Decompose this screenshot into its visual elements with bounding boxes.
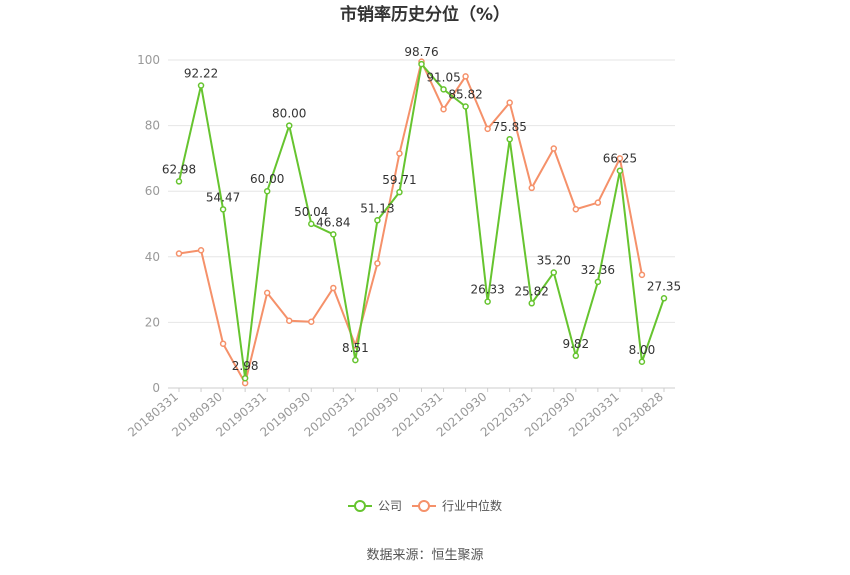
data-label: 46.84 <box>316 215 350 229</box>
company-point[interactable] <box>285 122 293 129</box>
industry-point[interactable] <box>374 260 381 267</box>
industry-point[interactable] <box>197 246 205 254</box>
industry-point[interactable] <box>638 271 646 279</box>
data-label: 9.82 <box>562 337 589 351</box>
company-point[interactable] <box>418 60 425 68</box>
legend-label-industry: 行业中位数 <box>442 498 502 513</box>
company-point[interactable] <box>330 231 337 238</box>
company-point[interactable] <box>263 187 271 195</box>
industry-point[interactable] <box>616 155 624 162</box>
company-point[interactable] <box>550 269 558 276</box>
legend-label-company: 公司 <box>378 499 402 513</box>
company-point[interactable] <box>352 356 359 364</box>
data-label: 25.82 <box>515 284 549 298</box>
company-point[interactable] <box>660 295 668 302</box>
legend-item-industry[interactable]: 行业中位数 <box>412 498 502 513</box>
y-tick-label: 0 <box>152 381 160 395</box>
industry-point[interactable] <box>308 318 315 325</box>
legend-item-company[interactable]: 公司 <box>348 499 402 513</box>
company-point[interactable] <box>374 217 381 224</box>
industry-point[interactable] <box>572 205 580 213</box>
data-label: 51.13 <box>360 201 394 215</box>
y-tick-label: 40 <box>145 250 160 264</box>
data-label: 60.00 <box>250 172 284 186</box>
industry-point[interactable] <box>462 73 469 80</box>
chart-title: 市销率历史分位（%） <box>340 4 510 25</box>
data-label: 8.00 <box>629 343 656 357</box>
data-label: 59.71 <box>382 173 416 187</box>
industry-line <box>178 58 643 386</box>
company-point[interactable] <box>440 86 447 93</box>
company-point[interactable] <box>528 300 535 307</box>
data-label: 92.22 <box>184 67 218 81</box>
industry-point[interactable] <box>263 289 271 297</box>
company-point[interactable] <box>241 374 249 382</box>
data-label: 75.85 <box>493 120 527 134</box>
data-label: 91.05 <box>426 70 460 84</box>
data-label: 85.82 <box>448 88 482 102</box>
industry-point[interactable] <box>175 250 183 257</box>
series <box>175 58 668 387</box>
industry-point[interactable] <box>550 145 558 152</box>
company-point[interactable] <box>594 278 602 286</box>
y-tick-label: 20 <box>145 315 160 329</box>
company-point[interactable] <box>396 188 403 196</box>
grid <box>168 59 675 389</box>
data-label: 50.04 <box>294 205 328 219</box>
industry-point[interactable] <box>440 105 447 113</box>
industry-point[interactable] <box>484 125 491 133</box>
data-label: 35.20 <box>537 254 571 268</box>
company-point[interactable] <box>308 220 315 228</box>
company-point[interactable] <box>219 206 227 213</box>
legend[interactable]: 公司 行业中位数 <box>348 498 502 513</box>
industry-point[interactable] <box>219 340 227 347</box>
data-label: 26.33 <box>470 283 504 297</box>
data-label: 62.98 <box>162 162 196 176</box>
industry-point[interactable] <box>594 199 602 206</box>
company-point[interactable] <box>462 103 469 110</box>
company-point[interactable] <box>197 82 205 89</box>
company-point[interactable] <box>484 298 491 305</box>
industry-point[interactable] <box>396 150 403 157</box>
company-point[interactable] <box>175 178 183 185</box>
data-label: 32.36 <box>581 263 615 277</box>
data-label: 80.00 <box>272 107 306 121</box>
industry-point[interactable] <box>285 317 293 325</box>
company-point[interactable] <box>638 358 646 366</box>
data-label: 98.76 <box>404 45 438 59</box>
y-tick-label: 60 <box>145 184 160 198</box>
data-label: 8.51 <box>342 341 369 355</box>
company-line <box>178 61 665 379</box>
source-note: 数据来源：恒生聚源 <box>366 548 483 563</box>
y-tick-label: 80 <box>145 119 160 133</box>
data-label: 54.47 <box>206 190 240 204</box>
industry-point[interactable] <box>506 99 513 106</box>
company-point[interactable] <box>506 135 513 143</box>
industry-point[interactable] <box>330 284 337 292</box>
data-label: 66.25 <box>603 152 637 166</box>
data-label: 2.98 <box>232 359 259 373</box>
data-label: 27.35 <box>647 279 681 293</box>
industry-point[interactable] <box>528 184 535 192</box>
company-point[interactable] <box>616 167 624 174</box>
y-tick-label: 100 <box>137 53 160 67</box>
company-point[interactable] <box>572 352 580 360</box>
